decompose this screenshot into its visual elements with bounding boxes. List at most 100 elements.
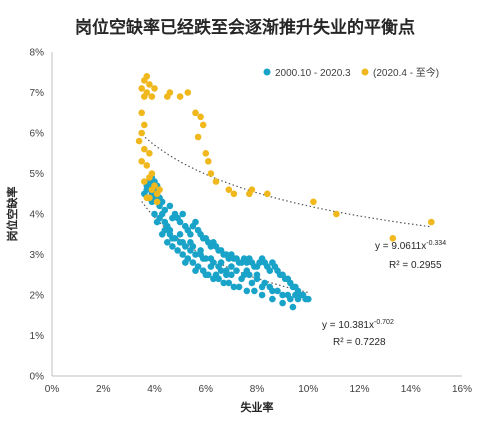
chart-title: 岗位空缺率已经跌至会逐渐推升失业的平衡点 bbox=[75, 17, 415, 37]
scatter-point-blue bbox=[153, 218, 161, 226]
scatter-point-yellow bbox=[225, 186, 233, 193]
x-tick-label: 6% bbox=[199, 384, 214, 395]
y-tick-label: 8% bbox=[30, 48, 45, 59]
scatter-point-yellow bbox=[141, 178, 148, 185]
scatter-point-blue bbox=[161, 206, 169, 214]
scatter-point-blue bbox=[243, 267, 251, 275]
scatter-point-yellow bbox=[212, 178, 220, 185]
scatter-point-yellow bbox=[156, 186, 163, 193]
scatter-point-yellow bbox=[184, 89, 192, 96]
scatter-point-blue bbox=[228, 263, 235, 270]
scatter-point-blue bbox=[169, 235, 176, 242]
scatter-point-yellow bbox=[138, 158, 145, 165]
scatter-point-blue bbox=[269, 295, 276, 303]
scatter-point-yellow bbox=[264, 190, 271, 198]
y-tick-label: 6% bbox=[30, 129, 45, 140]
scatter-point-blue bbox=[174, 247, 181, 254]
scatter-point-yellow bbox=[230, 190, 238, 198]
equation-blue-exponent: -0.702 bbox=[374, 319, 394, 326]
scatter-point-yellow bbox=[146, 174, 153, 181]
scatter-point-group bbox=[135, 73, 435, 311]
scatter-point-yellow bbox=[138, 109, 145, 117]
scatter-point-yellow bbox=[141, 121, 148, 129]
y-tick-label: 1% bbox=[30, 331, 45, 342]
x-tick-label: 0% bbox=[45, 384, 60, 395]
scatter-point-blue bbox=[223, 271, 230, 279]
x-tick-label: 4% bbox=[147, 384, 162, 395]
scatter-point-blue bbox=[220, 279, 227, 287]
scatter-point-yellow bbox=[199, 121, 207, 129]
scatter-point-yellow bbox=[146, 81, 153, 88]
scatter-point-blue bbox=[158, 198, 166, 206]
scatter-point-blue bbox=[197, 247, 204, 254]
scatter-point-blue bbox=[151, 210, 158, 218]
scatter-point-blue bbox=[279, 291, 286, 299]
scatter-point-yellow bbox=[143, 162, 151, 169]
equation-blue-text: y = 10.381x-0.702 bbox=[322, 319, 394, 331]
scatter-point-yellow bbox=[164, 93, 171, 100]
scatter-point-blue bbox=[217, 259, 225, 266]
scatter-point-blue bbox=[187, 231, 194, 238]
scatter-point-blue bbox=[269, 287, 276, 295]
scatter-point-blue bbox=[179, 251, 186, 258]
y-tick-label: 5% bbox=[30, 169, 45, 180]
scatter-point-yellow bbox=[202, 150, 210, 157]
scatter-point-yellow bbox=[194, 133, 202, 141]
scatter-point-blue bbox=[207, 255, 215, 262]
legend-marker-blue bbox=[263, 68, 271, 76]
equation-yellow-base: y = 9.0611x bbox=[375, 241, 426, 252]
scatter-point-yellow bbox=[428, 218, 435, 226]
y-tick-label: 4% bbox=[30, 210, 45, 221]
scatter-point-blue bbox=[253, 271, 261, 279]
equation-yellow-text: y = 9.0611x-0.334 bbox=[375, 240, 446, 252]
scatter-point-blue bbox=[192, 218, 199, 226]
x-tick-group: 0% 2% 4% 6% 8% 10% 12% 14% 16% bbox=[45, 384, 472, 395]
scatter-point-yellow bbox=[207, 170, 215, 177]
scatter-point-blue bbox=[284, 291, 292, 299]
legend-label-yellow: (2020.4 - 至今) bbox=[373, 66, 439, 79]
scatter-point-blue bbox=[189, 259, 197, 266]
y-tick-label: 2% bbox=[30, 291, 45, 302]
scatter-point-blue bbox=[179, 210, 186, 218]
scatter-point-yellow bbox=[176, 93, 184, 100]
x-tick-label: 14% bbox=[401, 384, 421, 395]
scatter-point-blue bbox=[192, 251, 199, 258]
scatter-point-blue bbox=[294, 295, 302, 303]
x-tick-label: 10% bbox=[298, 384, 318, 395]
scatter-point-blue bbox=[228, 271, 235, 279]
scatter-point-blue bbox=[279, 299, 286, 307]
scatter-point-yellow bbox=[389, 235, 397, 242]
scatter-point-blue bbox=[176, 231, 184, 238]
scatter-point-yellow bbox=[141, 145, 148, 153]
scatter-point-yellow bbox=[143, 194, 151, 202]
scatter-point-blue bbox=[202, 271, 210, 279]
legend: 2000.10 - 2020.3 (2020.4 - 至今) bbox=[263, 66, 439, 79]
scatter-point-blue bbox=[207, 263, 215, 270]
equation-blue-base: y = 10.381x bbox=[322, 320, 374, 331]
scatter-point-yellow bbox=[151, 182, 158, 189]
scatter-point-blue bbox=[266, 267, 274, 275]
y-axis-label: 岗位空缺率 bbox=[5, 187, 19, 242]
scatter-point-yellow bbox=[148, 93, 156, 100]
equation-blue: y = 10.381x-0.702 R² = 0.7228 bbox=[322, 319, 394, 348]
scatter-point-blue bbox=[169, 243, 176, 250]
equation-yellow-exponent: -0.334 bbox=[426, 240, 446, 247]
y-tick-group: 0% 1% 2% 3% 4% 5% 6% 7% 8% bbox=[30, 48, 45, 383]
scatter-point-blue bbox=[305, 295, 312, 303]
scatter-point-blue bbox=[176, 218, 184, 226]
scatter-point-blue bbox=[189, 243, 197, 250]
scatter-point-yellow bbox=[192, 109, 199, 117]
scatter-point-blue bbox=[217, 267, 225, 275]
legend-marker-yellow bbox=[361, 68, 369, 76]
scatter-point-blue bbox=[238, 275, 245, 283]
x-tick-label: 16% bbox=[452, 384, 472, 395]
scatter-point-yellow bbox=[138, 129, 145, 137]
y-tick-label: 7% bbox=[30, 88, 45, 99]
scatter-point-blue bbox=[243, 287, 251, 295]
scatter-point-blue bbox=[199, 255, 207, 262]
scatter-point-yellow bbox=[141, 77, 148, 84]
scatter-point-yellow bbox=[151, 85, 158, 92]
y-tick-label: 3% bbox=[30, 250, 45, 261]
x-tick-label: 2% bbox=[96, 384, 111, 395]
